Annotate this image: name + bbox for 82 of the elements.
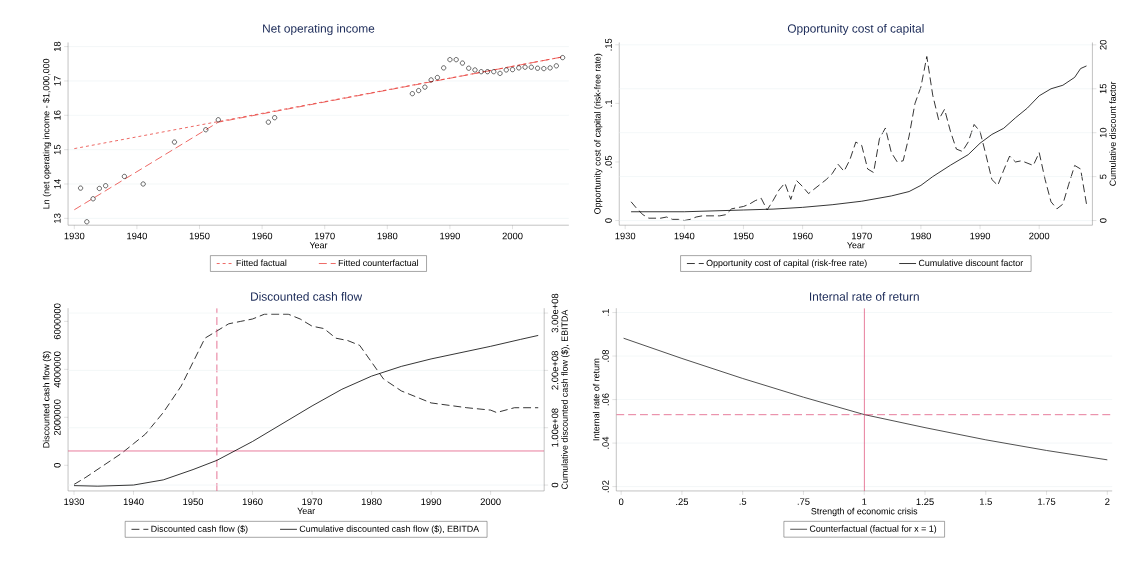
x-tick-label: 1930 (64, 232, 85, 240)
y-tick-label: .15 (605, 38, 612, 51)
x-tick-label: 2000 (1029, 232, 1050, 240)
x-tick-label: .25 (676, 498, 689, 505)
y-tick-label: 0 (53, 463, 61, 468)
x-tick-label: 2 (1105, 498, 1110, 505)
y-tick-label: 14 (54, 179, 61, 189)
y2-tick-label: 1.00e+08 (551, 408, 559, 447)
y-tick-label: 4000000 (53, 351, 61, 388)
y2-tick-label: 5 (1099, 174, 1107, 179)
y-tick-label: 18 (53, 41, 61, 52)
x-tick-label: 1990 (440, 232, 460, 240)
y-tick-label: 15 (54, 144, 61, 155)
legend-label: Cumulative discounted cash flow ($), EBITDA (299, 525, 480, 534)
x-tick-label: 1940 (127, 232, 147, 240)
y2-tick-label: 3.00e+08 (551, 293, 559, 333)
y-axis-title: Discounted cash flow ($) (42, 351, 52, 448)
y-tick-label: .1 (605, 99, 612, 107)
x-tick-label: 1930 (64, 498, 85, 505)
chart-title: Net operating income (263, 23, 375, 35)
x-tick-label: 1980 (377, 232, 398, 240)
y-tick-label: .06 (602, 393, 609, 406)
y-axis-title: Opportunity cost of capital (risk-free rate) (594, 53, 603, 214)
x-tick-label: 1.5 (979, 498, 992, 505)
y-tick-label: 13 (53, 213, 61, 223)
legend-label: Cumulative discount factor (918, 259, 1024, 267)
x-tick-label: 1930 (615, 232, 636, 240)
x-tick-label: 1.25 (916, 498, 934, 505)
legend-label: Opportunity cost of capital (risk-free rate) (706, 259, 867, 268)
x-tick-label: 1960 (242, 498, 263, 505)
x-axis-title: Strength of economic crisis (811, 507, 918, 517)
y2-tick-label: 0 (1099, 218, 1107, 223)
y-axis-title: Ln (net operating income - $1,000,000 (42, 58, 52, 209)
y-tick-label: 16 (53, 110, 61, 120)
x-tick-label: 1980 (361, 498, 382, 505)
x-tick-label: 1940 (123, 498, 144, 505)
y2-tick-label: 15 (1099, 83, 1107, 94)
y-tick-label: .05 (605, 155, 612, 168)
y2-axis-title: Cumulative discounted cash flow ($), EBITDA (561, 309, 570, 490)
x-tick-label: 1940 (674, 232, 695, 240)
y-tick-label: 0 (605, 218, 612, 223)
chart-title: Discounted cash flow (251, 292, 363, 301)
x-tick-label: .75 (797, 498, 810, 505)
y-tick-label: .02 (602, 480, 609, 493)
chart-title: Internal rate of return (809, 292, 919, 301)
x-tick-label: 1 (862, 498, 867, 505)
legend-label: Fitted counterfactual (338, 259, 419, 267)
y-tick-label: 6000000 (53, 303, 61, 340)
x-axis-title: Year (847, 242, 865, 249)
x-tick-label: .5 (739, 498, 747, 505)
x-tick-label: 2000 (480, 498, 501, 505)
x-tick-label: 2000 (502, 232, 523, 240)
x-axis-title: Year (309, 242, 328, 249)
y2-tick-label: 0 (551, 482, 559, 488)
x-tick-label: 1990 (421, 498, 442, 505)
legend-label: Counterfactual (factual for x = 1) (809, 525, 937, 534)
y-tick-label: .08 (602, 349, 609, 362)
x-tick-label: 1980 (911, 232, 931, 240)
y2-tick-label: 20 (1099, 39, 1107, 50)
x-tick-label: 1.75 (1038, 498, 1056, 505)
y-tick-label: 2000000 (53, 399, 61, 436)
y2-tick-label: 2.00e+08 (551, 351, 559, 390)
x-tick-label: 1950 (183, 498, 204, 505)
x-tick-label: 1990 (970, 232, 991, 240)
x-tick-label: 1950 (189, 232, 210, 240)
x-tick-label: 1960 (252, 232, 273, 240)
y-tick-label: .04 (602, 436, 609, 449)
x-axis-title: Year (297, 507, 315, 515)
y-tick-label: 17 (54, 76, 61, 86)
y2-axis-title: Cumulative discount factor (1109, 81, 1116, 186)
y-tick-label: .1 (602, 309, 609, 316)
y-axis-title: Internal rate of return (592, 358, 600, 441)
x-tick-label: 1950 (733, 232, 754, 240)
chart-title: Opportunity cost of capital (787, 23, 924, 35)
x-tick-label: 1970 (852, 232, 872, 240)
x-tick-label: 1970 (302, 498, 323, 505)
legend-label: Discounted cash flow ($) (151, 525, 248, 534)
y2-tick-label: 10 (1099, 127, 1107, 138)
x-tick-label: 1970 (315, 232, 335, 240)
x-tick-label: 0 (618, 498, 624, 505)
x-tick-label: 1960 (792, 232, 813, 240)
legend-label: Fitted factual (236, 259, 287, 267)
